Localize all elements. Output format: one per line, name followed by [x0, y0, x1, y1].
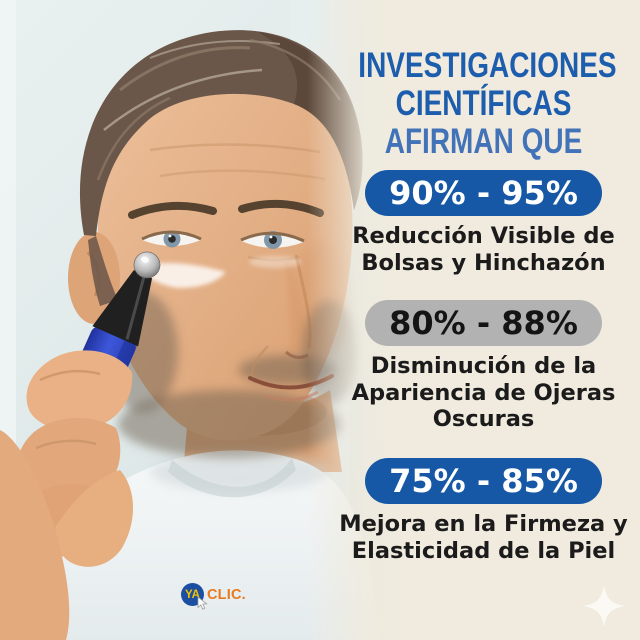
stat-pill-3: 75% - 85%: [365, 458, 602, 504]
mouse-cursor-icon: [197, 597, 208, 610]
stat-block-firmness: 75% - 85% Mejora en la Firmeza y Elastic…: [327, 458, 640, 564]
brand-logo: YA CLIC.: [181, 583, 246, 610]
stat-block-dark-circles: 80% - 88% Disminución de la Apariencia d…: [327, 300, 640, 433]
stat-caption-2: Disminución de la Apariencia de Ojeras O…: [351, 353, 616, 432]
logo-wordmark: CLIC.: [207, 586, 246, 603]
four-point-sparkle-icon: [583, 585, 625, 627]
stat-caption-1: Reducción Visible de Bolsas y Hinchazón: [352, 223, 615, 276]
headline-line-3: AFIRMAN QUE: [384, 122, 583, 162]
stat-pill-1: 90% - 95%: [365, 170, 602, 216]
stat-block-reduction: 90% - 95% Reducción Visible de Bolsas y …: [327, 170, 640, 276]
stat-pill-2: 80% - 88%: [365, 300, 602, 346]
headline-line-1: INVESTIGACIONES: [358, 46, 617, 86]
stat-caption-3: Mejora en la Firmeza y Elasticidad de la…: [339, 511, 628, 564]
headline-line-2: CIENTÍFICAS: [395, 84, 572, 124]
headline: INVESTIGACIONES CIENTÍFICAS AFIRMAN QUE: [358, 46, 617, 162]
